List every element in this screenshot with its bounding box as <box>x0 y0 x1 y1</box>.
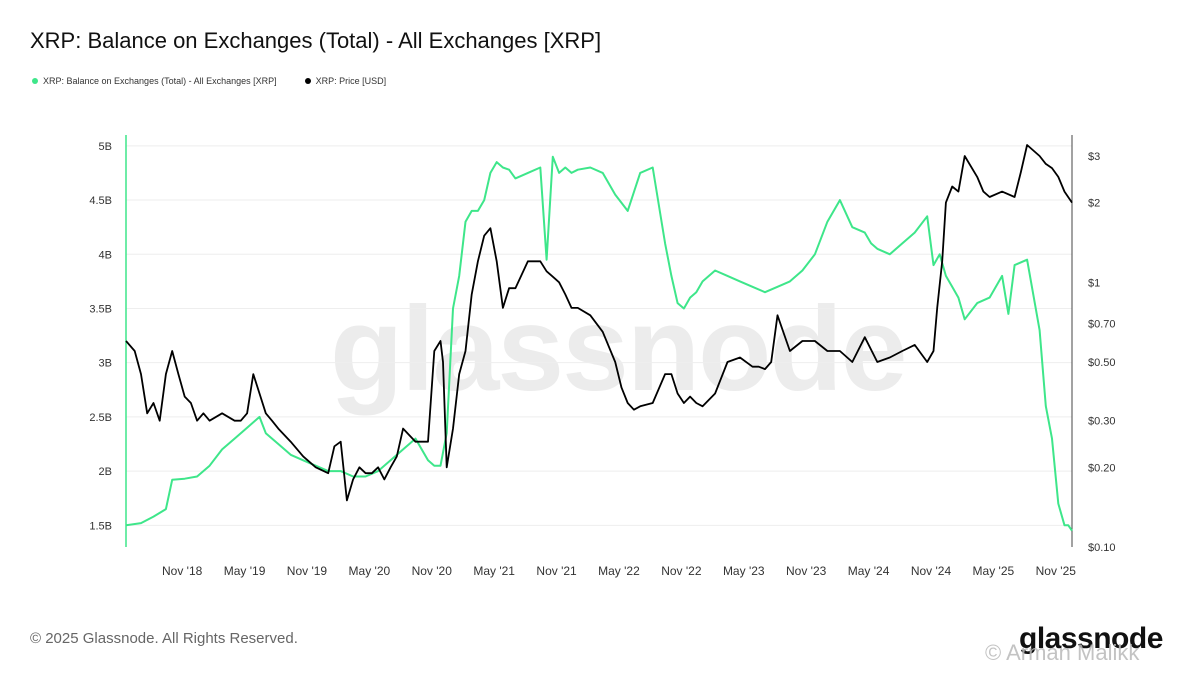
y-right-tick-label: $3 <box>1088 151 1100 163</box>
y-left-tick-label: 3.5B <box>89 303 112 315</box>
y-left-tick-label: 2.5B <box>89 412 112 424</box>
x-tick-label: May '23 <box>723 564 765 578</box>
y-right-tick-label: $0.10 <box>1088 542 1116 554</box>
x-tick-label: May '25 <box>973 564 1015 578</box>
x-tick-label: Nov '20 <box>412 564 453 578</box>
legend-dot-price <box>304 78 311 84</box>
author-watermark: © Arman Malikk <box>985 640 1140 665</box>
x-tick-label: Nov '25 <box>1036 564 1077 578</box>
y-left-tick-label: 4.5B <box>89 195 112 207</box>
y-right-tick-label: $0.70 <box>1088 318 1116 330</box>
y-left-tick-label: 4B <box>99 249 112 261</box>
x-tick-label: Nov '21 <box>536 564 577 578</box>
x-tick-label: Nov '23 <box>786 564 827 578</box>
x-tick-label: Nov '22 <box>661 564 702 578</box>
legend-label-price: XRP: Price [USD] <box>315 76 387 86</box>
legend-item-balance[interactable]: XRP: Balance on Exchanges (Total) - All … <box>32 76 277 86</box>
x-tick-label: May '24 <box>848 564 890 578</box>
balance-series-line <box>125 155 1073 532</box>
y-left-tick-label: 1.5B <box>89 520 112 532</box>
legend-dot-balance <box>32 78 38 84</box>
chart-legend: XRP: Balance on Exchanges (Total) - All … <box>32 76 386 86</box>
y-right-tick-label: $0.50 <box>1088 357 1116 369</box>
price-series-line <box>125 144 1073 502</box>
y-left-tick-label: 2B <box>99 466 112 478</box>
y-left-tick-label: 3B <box>99 358 112 370</box>
y-right-tick-label: $1 <box>1088 277 1100 289</box>
copyright-footer: © 2025 Glassnode. All Rights Reserved. <box>30 630 298 647</box>
x-tick-label: May '21 <box>473 564 515 578</box>
y-right-tick-label: $0.30 <box>1088 416 1116 428</box>
x-tick-label: Nov '19 <box>287 564 328 578</box>
chart-title: XRP: Balance on Exchanges (Total) - All … <box>30 28 602 53</box>
legend-item-price[interactable]: XRP: Price [USD] <box>304 76 387 86</box>
legend-label-balance: XRP: Balance on Exchanges (Total) - All … <box>43 76 277 86</box>
glassnode-logo: glassnode <box>1019 622 1163 655</box>
x-tick-label: May '22 <box>598 564 640 578</box>
x-tick-label: Nov '24 <box>911 564 952 578</box>
x-tick-label: May '20 <box>349 564 391 578</box>
x-tick-label: Nov '18 <box>162 564 203 578</box>
x-tick-label: May '19 <box>224 564 266 578</box>
y-right-tick-label: $2 <box>1088 198 1100 210</box>
y-right-tick-label: $0.20 <box>1088 462 1116 474</box>
y-left-tick-label: 5B <box>99 141 112 153</box>
